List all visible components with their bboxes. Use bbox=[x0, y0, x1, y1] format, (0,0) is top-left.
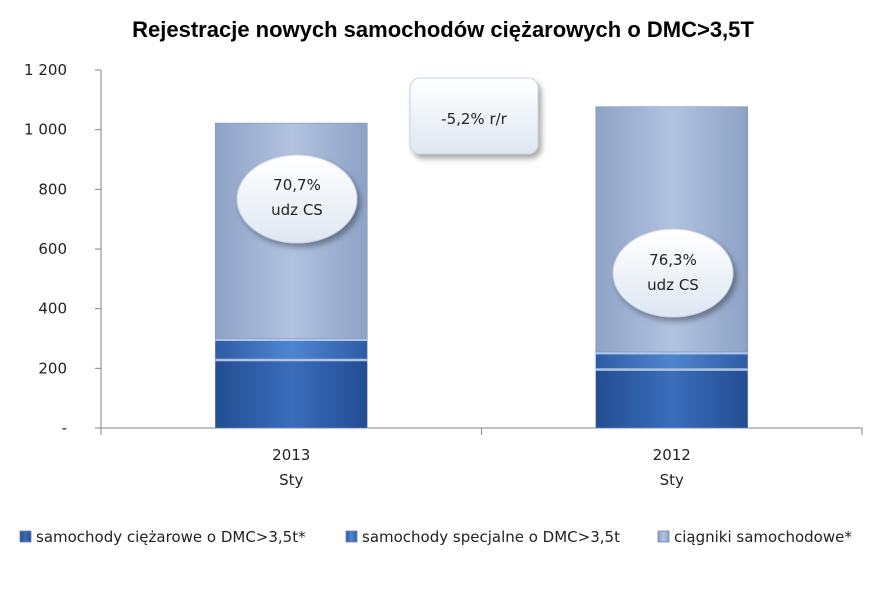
bar-segment bbox=[214, 338, 368, 360]
bubble-2012-pct: 76,3% bbox=[649, 251, 697, 269]
change-box bbox=[409, 77, 539, 155]
y-tick-label: - bbox=[62, 419, 67, 437]
bars bbox=[214, 106, 749, 429]
bar-segment-highlight bbox=[595, 368, 748, 371]
bar-segment bbox=[214, 358, 368, 429]
legend-swatch bbox=[345, 530, 358, 543]
bubble-2013-label: udz CS bbox=[271, 201, 323, 219]
legend-swatch bbox=[657, 530, 670, 543]
chart-title: Rejestracje nowych samochodów ciężarowyc… bbox=[132, 17, 754, 42]
x-tick-sublabel: Sty bbox=[279, 471, 303, 489]
bubble-2013 bbox=[236, 154, 358, 244]
y-tick-label: 200 bbox=[38, 359, 67, 377]
axes: - 200 400 600 800 1 000 1 200 2013 Sty 2012 Sty bbox=[24, 61, 863, 489]
bar-segment-highlight bbox=[215, 358, 368, 362]
y-tick-label: 1 200 bbox=[24, 61, 67, 79]
legend-label: samochody ciężarowe o DMC>3,5t* bbox=[36, 528, 306, 546]
y-tick-label: 800 bbox=[38, 180, 67, 198]
bubble-2012-label: udz CS bbox=[647, 276, 699, 294]
annotations: -5,2% r/r 70,7% udz CS 76,3% udz CS bbox=[236, 77, 734, 318]
x-tick-label: 2012 bbox=[653, 446, 691, 464]
y-tick-label: 600 bbox=[38, 240, 67, 258]
y-tick-label: 1 000 bbox=[24, 121, 67, 139]
x-tick-label: 2013 bbox=[272, 446, 310, 464]
legend-label: samochody specjalne o DMC>3,5t bbox=[362, 528, 620, 546]
legend: samochody ciężarowe o DMC>3,5t* samochody… bbox=[19, 528, 852, 546]
bubble-2012 bbox=[612, 228, 734, 318]
bar-segment bbox=[595, 368, 749, 429]
legend-label: ciągniki samochodowe* bbox=[674, 528, 852, 546]
y-tick-label: 400 bbox=[38, 300, 67, 318]
bar-segment-highlight bbox=[215, 338, 368, 341]
legend-swatch bbox=[19, 530, 32, 543]
bar-segment-highlight bbox=[595, 351, 748, 355]
x-tick-sublabel: Sty bbox=[660, 471, 684, 489]
change-label: -5,2% r/r bbox=[441, 110, 508, 128]
bubble-2013-pct: 70,7% bbox=[273, 176, 321, 194]
